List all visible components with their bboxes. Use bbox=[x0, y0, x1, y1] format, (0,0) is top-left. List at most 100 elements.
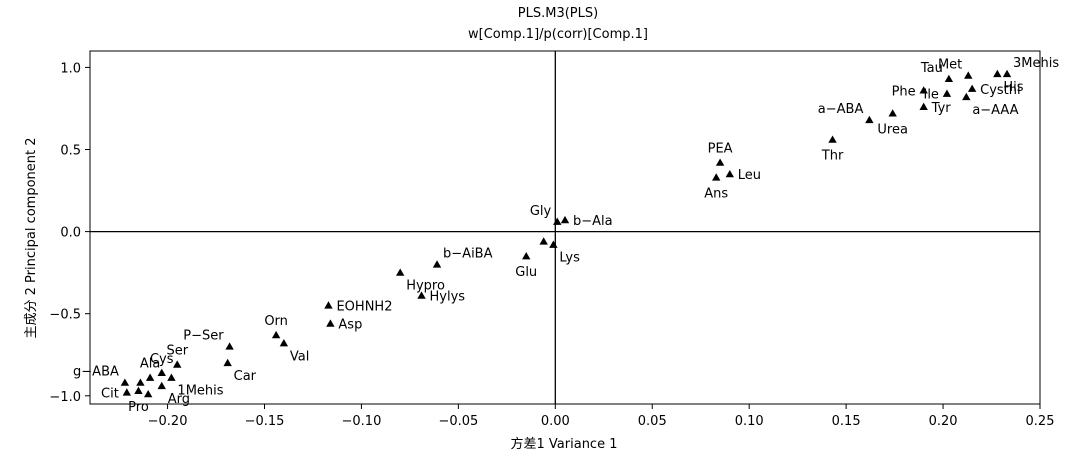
data-point-marker bbox=[279, 339, 289, 347]
x-axis-ticks: −0.20 −0.15 −0.10 −0.05 0.00 0.05 0.10 0.15 0.20… bbox=[148, 404, 1055, 429]
data-point-marker bbox=[712, 173, 721, 181]
data-point-marker bbox=[432, 260, 442, 268]
data-point-marker bbox=[962, 92, 971, 101]
data-point-label: g−ABA bbox=[73, 365, 119, 380]
data-point-label: Ala bbox=[140, 357, 160, 372]
reference-lines bbox=[90, 51, 1040, 404]
data-point-marker bbox=[396, 268, 405, 276]
data-point-label: Hylys bbox=[430, 290, 466, 305]
chart-subtitle: w[Comp.1]/p(corr)[Comp.1] bbox=[468, 27, 648, 42]
data-point-marker bbox=[136, 378, 145, 386]
data-point-marker bbox=[173, 360, 182, 368]
data-point-marker bbox=[919, 102, 928, 110]
data-point-label: Glu bbox=[515, 265, 537, 280]
data-point-marker bbox=[828, 135, 837, 143]
x-tick-label: 0.15 bbox=[832, 414, 861, 429]
data-point-marker bbox=[725, 169, 734, 178]
y-tick-label: 1.0 bbox=[60, 61, 81, 76]
data-point-marker bbox=[553, 217, 562, 225]
data-point-label: Tyr bbox=[931, 101, 952, 116]
data-point-marker bbox=[888, 109, 897, 117]
data-point-label: Hypro bbox=[406, 279, 445, 294]
data-point-label: Met bbox=[938, 58, 962, 73]
data-point-label: 3Mehis bbox=[1013, 56, 1059, 71]
x-tick-label: −0.10 bbox=[342, 414, 382, 429]
data-point-label: Thr bbox=[821, 149, 844, 164]
x-tick-label: −0.20 bbox=[148, 414, 188, 429]
data-point-marker bbox=[715, 158, 725, 166]
data-point-label: His bbox=[1003, 80, 1023, 95]
data-point-label: EOHNH2 bbox=[336, 299, 392, 314]
data-point-marker bbox=[967, 84, 977, 92]
data-point-label: Car bbox=[234, 369, 257, 384]
data-point-label: Asp bbox=[338, 318, 362, 333]
data-point-label: Cysthi bbox=[980, 83, 1021, 98]
data-point-label: Tau bbox=[920, 61, 943, 76]
data-point-label: P−Ser bbox=[183, 329, 224, 344]
data-point-label: Cys bbox=[150, 352, 174, 367]
data-point-label: a−AAA bbox=[972, 103, 1018, 118]
data-point-marker bbox=[417, 291, 426, 299]
data-point-marker bbox=[944, 74, 954, 83]
y-tick-label: 0.0 bbox=[60, 226, 81, 241]
data-point-marker bbox=[522, 252, 531, 260]
data-point-marker bbox=[223, 358, 232, 367]
data-point-marker bbox=[326, 319, 335, 327]
data-point-label: b−Ala bbox=[573, 214, 613, 229]
data-point-label: a−ABA bbox=[818, 102, 864, 117]
data-point-label: PEA bbox=[708, 142, 733, 157]
data-point-label: Ile bbox=[923, 88, 938, 103]
y-tick-label: −1.0 bbox=[49, 390, 81, 405]
data-point-marker bbox=[993, 69, 1002, 78]
data-point-label: Leu bbox=[738, 168, 761, 183]
data-point-label: Lys bbox=[559, 251, 580, 266]
data-point-label: Gly bbox=[530, 204, 552, 219]
y-axis-ticks: 1.0 0.5 0.0 −0.5 −1.0 bbox=[49, 61, 90, 405]
x-tick-label: 0.00 bbox=[541, 414, 570, 429]
data-point-marker bbox=[157, 381, 166, 390]
chart-title: PLS.M3(PLS) bbox=[518, 6, 598, 21]
x-tick-label: 0.05 bbox=[638, 414, 667, 429]
y-axis-label: 主成分 2 Principal component 2 bbox=[24, 137, 39, 338]
data-point-label: Pro bbox=[128, 400, 149, 415]
x-tick-label: 0.20 bbox=[929, 414, 958, 429]
data-point-marker bbox=[919, 86, 928, 94]
data-point-label: Ser bbox=[166, 344, 188, 359]
data-point-label: Orn bbox=[264, 314, 288, 329]
y-tick-label: −0.5 bbox=[49, 308, 81, 323]
plot-area bbox=[89, 50, 1041, 405]
data-point-marker bbox=[560, 215, 570, 224]
x-axis-label: 方差1 Variance 1 bbox=[511, 436, 618, 452]
data-point-label: Val bbox=[290, 349, 309, 364]
y-tick-label: 0.5 bbox=[60, 144, 81, 159]
data-point-marker bbox=[120, 378, 130, 386]
x-tick-label: 0.10 bbox=[735, 414, 764, 429]
data-point-marker bbox=[167, 373, 176, 381]
data-point-marker bbox=[865, 115, 874, 124]
data-point-label: Urea bbox=[877, 122, 908, 137]
data-point-label: Phe bbox=[892, 84, 916, 99]
data-point-label: Cit bbox=[101, 387, 119, 402]
data-point-marker bbox=[157, 368, 166, 376]
data-point-marker bbox=[964, 71, 973, 79]
x-tick-label: −0.05 bbox=[438, 414, 478, 429]
data-point-marker bbox=[145, 373, 155, 381]
data-point-marker bbox=[549, 240, 558, 248]
data-point-marker bbox=[143, 389, 153, 398]
data-point-marker bbox=[539, 237, 548, 245]
data-point-marker bbox=[1002, 69, 1012, 78]
data-point-marker bbox=[271, 330, 281, 339]
data-point-marker bbox=[122, 388, 132, 396]
data-point-label: b−AiBA bbox=[443, 246, 493, 261]
x-tick-label: 0.25 bbox=[1026, 414, 1055, 429]
x-tick-label: −0.15 bbox=[245, 414, 285, 429]
data-point-marker bbox=[225, 342, 234, 350]
data-point-marker bbox=[134, 386, 143, 395]
data-point-label: Ans bbox=[704, 186, 728, 201]
data-point-marker bbox=[942, 89, 952, 97]
data-point-marker bbox=[324, 301, 333, 309]
data-point-label: Arg bbox=[168, 392, 190, 407]
